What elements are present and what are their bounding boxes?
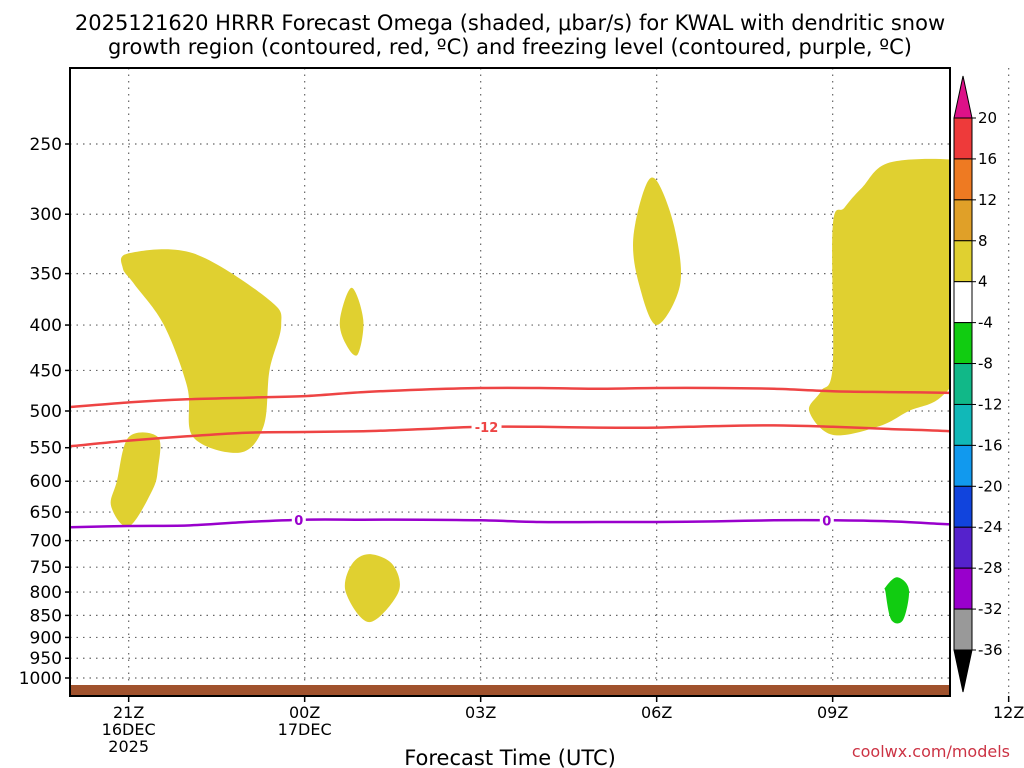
contour-label: 0 [822, 514, 831, 529]
colorbar-label: -32 [978, 600, 1003, 618]
y-axis: 2503003504004505005506006507007508008509… [19, 135, 70, 689]
rising-area-2 [110, 432, 161, 527]
colorbar-label: 12 [978, 191, 997, 209]
y-tick-label: 600 [30, 472, 62, 492]
x-tick-label: 09Z [817, 703, 848, 722]
x-tick-label: 17DEC [278, 720, 332, 739]
colorbar-label: -36 [978, 641, 1003, 659]
sinking-area-3 [884, 577, 910, 624]
rising-area-6 [808, 158, 950, 436]
colorbar-label: 4 [978, 273, 988, 291]
colorbar-label: 8 [978, 232, 988, 250]
y-tick-label: 400 [30, 316, 62, 336]
colorbar-label: 16 [978, 150, 997, 168]
contour-label-bg [471, 418, 502, 435]
colorbar-label: -24 [978, 518, 1003, 536]
colorbar-top-arrow [953, 75, 973, 119]
dgz_bottom-contour [70, 424, 950, 448]
colorbar-segment [953, 444, 973, 487]
title-line-2: growth region (contoured, red, ºC) and f… [108, 35, 912, 59]
credit-text: coolwx.com/models [852, 742, 1010, 761]
y-tick-label: 800 [30, 583, 62, 603]
y-tick-label: 650 [30, 503, 62, 523]
colorbar-label: -4 [978, 314, 993, 332]
colorbar-segment [953, 322, 973, 365]
colorbar-bottom-arrow [953, 649, 973, 693]
x-tick-label: 00Z [289, 703, 320, 722]
chart-title: 2025121620 HRRR Forecast Omega (shaded, … [75, 11, 945, 59]
colorbar-segment [953, 526, 973, 569]
colorbar-segment [953, 199, 973, 242]
contour-label-bg [819, 512, 834, 529]
y-tick-label: 250 [30, 135, 62, 155]
colorbar-segment [953, 363, 973, 405]
contour-label: 0 [294, 514, 303, 529]
freezing_level-contour [70, 518, 950, 529]
x-tick-label: 06Z [641, 703, 672, 722]
omega-regions [110, 158, 950, 624]
x-tick-label: 03Z [465, 703, 496, 722]
rising-area-3 [339, 287, 364, 356]
x-axis-label: Forecast Time (UTC) [404, 746, 616, 768]
colorbar-label: -16 [978, 436, 1003, 454]
rising-area-5 [633, 177, 682, 325]
title-line-1: 2025121620 HRRR Forecast Omega (shaded, … [75, 11, 945, 35]
colorbar-segment [953, 485, 973, 528]
dgz_top-contour [70, 386, 950, 409]
rising-area-4 [344, 554, 400, 623]
colorbar-segment [953, 281, 973, 324]
y-tick-label: 300 [30, 205, 62, 225]
rising-area-1 [120, 249, 282, 453]
colorbar-label: -28 [978, 559, 1003, 577]
contour-label-bg [291, 511, 306, 528]
y-tick-label: 850 [30, 606, 62, 626]
y-tick-label: 550 [30, 439, 62, 459]
x-tick-label: 21Z [113, 703, 144, 722]
plot-border [69, 67, 951, 697]
y-tick-label: 350 [30, 265, 62, 285]
colorbar-segment [953, 608, 973, 651]
colorbar-label: 20 [978, 109, 997, 127]
y-tick-label: 900 [30, 628, 62, 648]
y-tick-label: 700 [30, 532, 62, 552]
y-tick-label: 750 [30, 558, 62, 578]
contour-lines: -12 0 0 [70, 386, 950, 529]
y-tick-label: 450 [30, 361, 62, 381]
colorbar-segment [953, 117, 973, 160]
y-tick-label: 950 [30, 649, 62, 669]
y-tick-label: 500 [30, 402, 62, 422]
x-tick-label: 2025 [108, 737, 149, 756]
y-tick-label: 1000 [19, 669, 62, 689]
x-tick-label: 16DEC [102, 720, 156, 739]
contour-label: -12 [475, 421, 499, 436]
colorbar-label: -8 [978, 355, 993, 373]
colorbar-label: -12 [978, 395, 1003, 413]
colorbar-label: -20 [978, 477, 1003, 495]
colorbar: 20 16 12 8 4 -4 -8 -12 -16 -20 -24 -28 -32 -36 [953, 75, 1003, 693]
colorbar-segment [953, 403, 973, 446]
colorbar-segment [953, 567, 973, 610]
grid-lines [70, 68, 1010, 696]
colorbar-segment [953, 158, 973, 201]
terrain-band [70, 685, 950, 696]
x-tick-label: 12Z [993, 703, 1024, 722]
colorbar-segment [953, 240, 973, 283]
